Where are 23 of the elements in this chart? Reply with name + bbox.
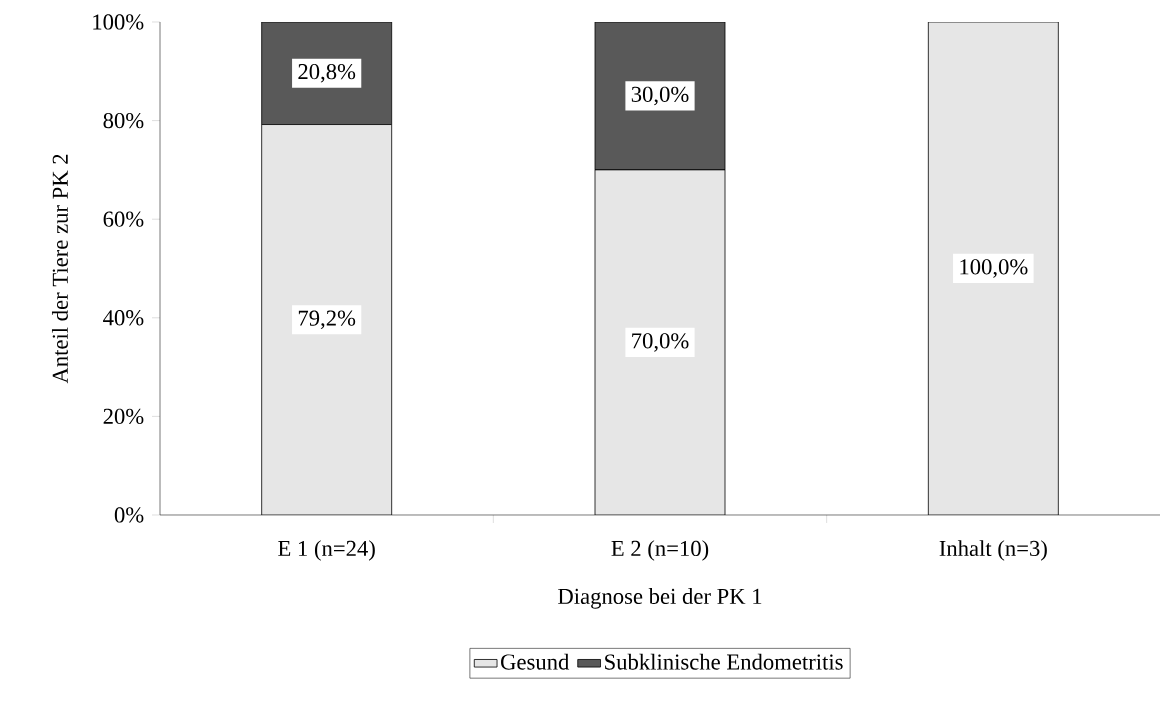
y-tick-label: 100% xyxy=(93,14,144,30)
y-tick-label: 40% xyxy=(103,310,144,326)
data-label: 100,0% xyxy=(960,259,1028,278)
data-label: 79,2% xyxy=(298,310,356,330)
data-label: 20,8% xyxy=(298,63,356,83)
bar xyxy=(594,169,726,515)
data-label: 70,0% xyxy=(632,333,689,352)
x-tick-label: Inhalt (n=3) xyxy=(939,540,1047,561)
legend-label: Gesund xyxy=(501,653,570,670)
bar xyxy=(594,21,726,171)
y-tick-label: 60% xyxy=(103,211,144,227)
x-axis-title: Diagnose bei der PK 1 xyxy=(558,588,762,609)
bar xyxy=(261,21,393,125)
y-axis-title: Anteil der Tiere zur PK 2 xyxy=(51,154,68,384)
bar xyxy=(261,124,393,515)
y-tick-label: 0% xyxy=(114,507,144,523)
bar xyxy=(927,21,1059,515)
y-tick-label: 20% xyxy=(103,408,144,425)
x-tick-label: E 2 (n=10) xyxy=(611,540,709,561)
legend-label: Subklinische Endometritis xyxy=(605,653,843,670)
y-tick-label: 80% xyxy=(103,112,144,129)
x-tick-label: E 1 (n=24) xyxy=(278,540,375,561)
data-label: 30,0% xyxy=(631,86,689,106)
